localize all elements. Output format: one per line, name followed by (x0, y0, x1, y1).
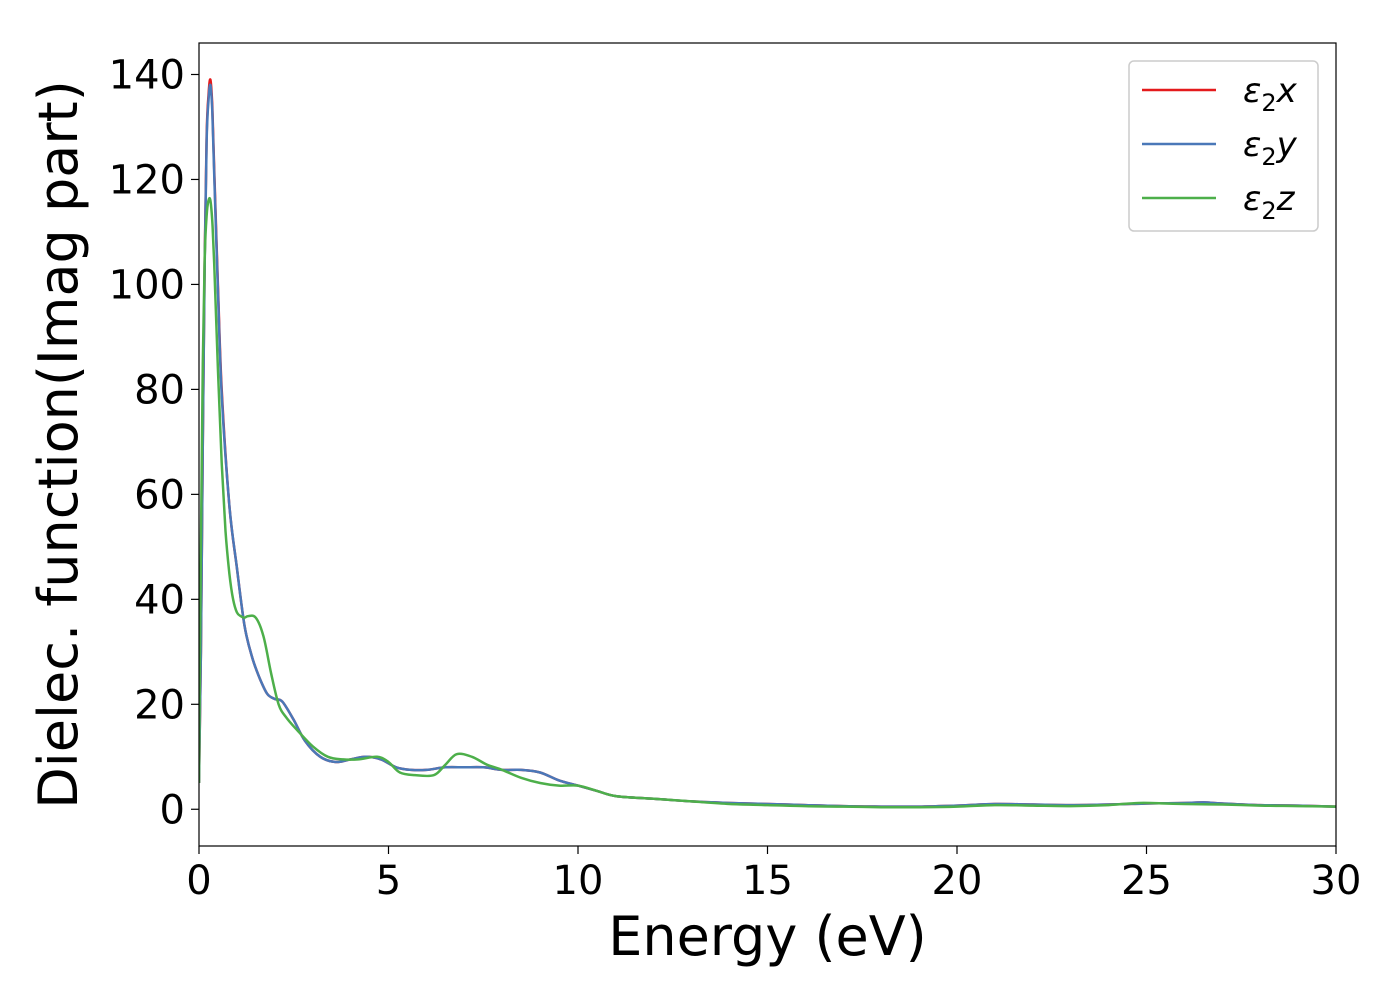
legend-label-x: ε2x (1243, 71, 1298, 117)
y-tick-label: 80 (134, 367, 185, 413)
legend-axis-letter: z (1276, 179, 1296, 219)
x-tick-label: 15 (742, 858, 793, 904)
legend-symbol: ε (1243, 125, 1261, 165)
legend-axis-letter: y (1276, 125, 1298, 165)
legend-subscript: 2 (1261, 143, 1276, 171)
y-tick-label: 100 (109, 262, 185, 308)
x-tick-label: 0 (186, 858, 211, 904)
legend-symbol: ε (1243, 71, 1261, 111)
legend-axis-letter: x (1276, 71, 1298, 111)
legend-box (1128, 60, 1319, 232)
series-line-z (199, 196, 1336, 809)
y-tick-label: 0 (160, 787, 185, 833)
x-tick-label: 10 (553, 858, 604, 904)
legend-symbol: ε (1243, 179, 1261, 219)
y-axis: 0 20 40 60 80 100 120 140 (109, 52, 199, 833)
legend-label-z: ε2z (1243, 179, 1296, 225)
series-layer (199, 78, 1336, 809)
y-tick-label: 140 (109, 52, 185, 98)
y-tick-label: 20 (134, 682, 185, 728)
y-tick-label: 120 (109, 157, 185, 203)
y-axis-label: Dielec. function(Imag part) (27, 80, 90, 809)
legend-label-y: ε2y (1243, 125, 1298, 171)
x-axis-label: Energy (eV) (608, 905, 927, 968)
x-axis: 0 5 10 15 20 25 30 (186, 846, 1361, 904)
y-tick-label: 40 (134, 577, 185, 623)
legend-subscript: 2 (1261, 89, 1276, 117)
x-tick-label: 30 (1311, 858, 1362, 904)
y-tick-label: 60 (134, 472, 185, 518)
x-tick-label: 20 (932, 858, 983, 904)
x-tick-label: 5 (376, 858, 401, 904)
x-tick-label: 25 (1121, 858, 1172, 904)
legend-subscript: 2 (1261, 197, 1276, 225)
